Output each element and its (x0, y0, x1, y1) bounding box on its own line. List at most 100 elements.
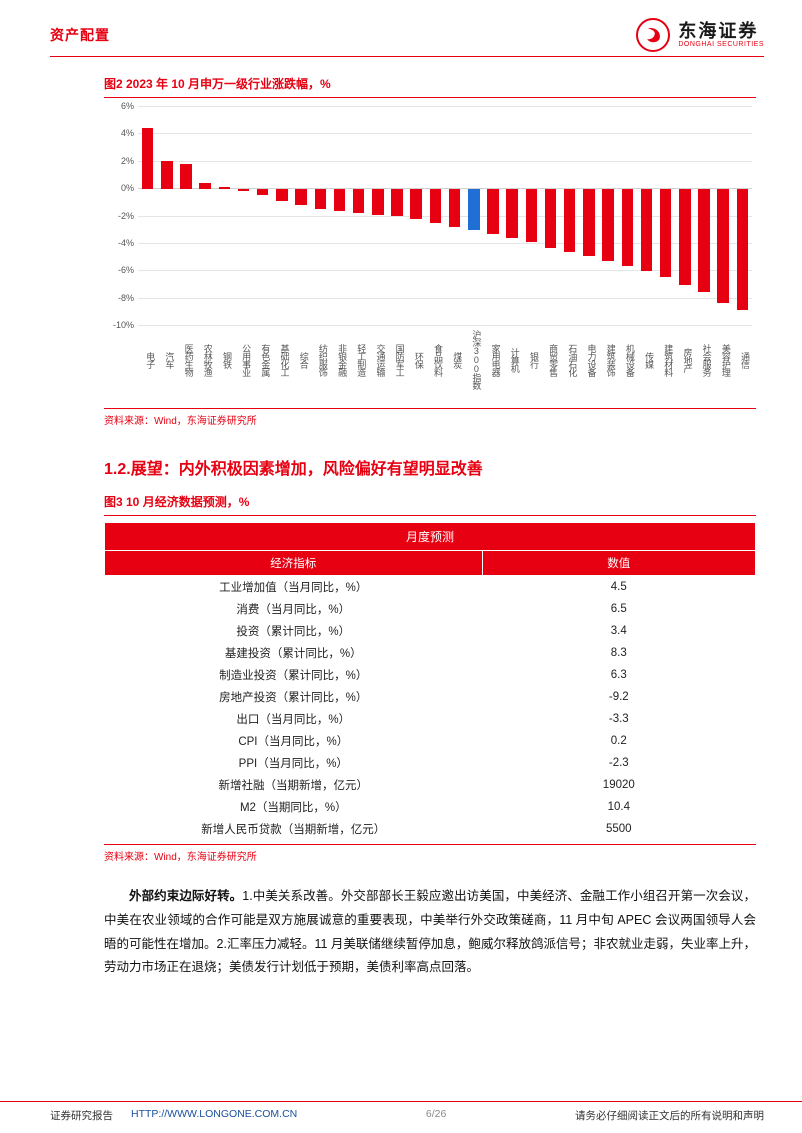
x-axis-label: 美容护理 (714, 330, 733, 389)
table-cell: -3.3 (482, 708, 755, 730)
outlook-paragraph: 外部约束边际好转。1.中美关系改善。外交部部长王毅应邀出访美国，中美经济、金融工… (104, 885, 756, 980)
x-axis-label: 农林牧渔 (196, 330, 215, 389)
x-axis-label: 社会服务 (694, 330, 713, 389)
bar (583, 189, 595, 256)
table-cell: 19020 (482, 774, 755, 796)
bar (564, 189, 576, 252)
table-cell: 10.4 (482, 796, 755, 818)
y-axis-tick: -6% (108, 265, 134, 275)
x-axis-label: 商贸零售 (541, 330, 560, 389)
table-cell: CPI（当月同比，%） (105, 730, 483, 752)
table-cell: 基建投资（累计同比，%） (105, 642, 483, 664)
footer-report-label: 证券研究报告 (50, 1108, 113, 1123)
table-row: 消费（当月同比，%）6.5 (105, 598, 756, 620)
table-row: CPI（当月同比，%）0.2 (105, 730, 756, 752)
x-axis-label: 石油石化 (560, 330, 579, 389)
table-cell: 8.3 (482, 642, 755, 664)
y-axis-tick: 0% (108, 183, 134, 193)
table-row: 新增人民币贷款（当期新增，亿元）5500 (105, 818, 756, 840)
footer-link[interactable]: HTTP://WWW.LONGONE.COM.CN (131, 1108, 297, 1123)
bar (545, 189, 557, 248)
brand-name-cn: 东海证券 (678, 22, 764, 42)
x-axis-label: 建筑装饰 (599, 330, 618, 389)
page-header: 资产配置 东海证券 DONGHAI SECURITIES (50, 18, 764, 57)
bar (622, 189, 634, 266)
table-row: 基建投资（累计同比，%）8.3 (105, 642, 756, 664)
bar (199, 183, 211, 189)
bar (526, 189, 538, 243)
table-cell: 新增人民币贷款（当期新增，亿元） (105, 818, 483, 840)
x-axis-label: 医药生物 (176, 330, 195, 389)
x-axis-label: 房地产 (675, 330, 694, 389)
y-axis-tick: -4% (108, 238, 134, 248)
table-cell: 新增社融（当期新增，亿元） (105, 774, 483, 796)
table-cell: 5500 (482, 818, 755, 840)
table-row: 新增社融（当期新增，亿元）19020 (105, 774, 756, 796)
table-row: 制造业投资（累计同比，%）6.3 (105, 664, 756, 686)
table-row: M2（当期同比，%）10.4 (105, 796, 756, 818)
bar (391, 189, 403, 217)
table-row: PPI（当月同比，%）-2.3 (105, 752, 756, 774)
table-cell: -2.3 (482, 752, 755, 774)
x-axis-label: 基础化工 (272, 330, 291, 389)
figure3-source: 资料来源：Wind，东海证券研究所 (104, 844, 756, 863)
x-axis-label: 非银金融 (330, 330, 349, 389)
table-row: 房地产投资（累计同比，%）-9.2 (105, 686, 756, 708)
x-axis-label: 电力设备 (579, 330, 598, 389)
table-cell: 工业增加值（当月同比，%） (105, 576, 483, 599)
figure2-source: 资料来源：Wind，东海证券研究所 (104, 408, 756, 427)
paragraph-lead: 外部约束边际好转。 (129, 889, 242, 903)
x-axis-label: 轻工制造 (349, 330, 368, 389)
brand-name-en: DONGHAI SECURITIES (678, 41, 764, 48)
bar (180, 164, 192, 189)
x-axis-label: 食品饮料 (426, 330, 445, 389)
bar (257, 189, 269, 196)
table-cell: 消费（当月同比，%） (105, 598, 483, 620)
x-axis-label: 电子 (138, 330, 157, 389)
table-row: 工业增加值（当月同比，%）4.5 (105, 576, 756, 599)
x-axis-label: 有色金属 (253, 330, 272, 389)
y-axis-tick: -10% (108, 320, 134, 330)
x-axis-label: 家用电器 (483, 330, 502, 389)
bar (142, 128, 154, 189)
bar (295, 189, 307, 206)
footer-disclaimer: 请务必仔细阅读正文后的所有说明和声明 (575, 1108, 764, 1123)
bar (449, 189, 461, 228)
brand-logo-icon (636, 18, 670, 52)
table-row: 出口（当月同比，%）-3.3 (105, 708, 756, 730)
x-axis-label: 通信 (733, 330, 752, 389)
bar (679, 189, 691, 285)
bar (468, 189, 480, 230)
bar (161, 161, 173, 189)
table-cell: 6.5 (482, 598, 755, 620)
table-cell: PPI（当月同比，%） (105, 752, 483, 774)
x-axis-label: 煤炭 (445, 330, 464, 389)
bar (737, 189, 749, 310)
x-axis-label: 银行 (522, 330, 541, 389)
page-footer: 证券研究报告 HTTP://WWW.LONGONE.COM.CN 6/26 请务… (0, 1101, 802, 1133)
bar (372, 189, 384, 215)
figure2-title: 图2 2023 年 10 月申万一级行业涨跌幅，% (104, 75, 756, 98)
table-cell: 出口（当月同比，%） (105, 708, 483, 730)
x-axis-label: 国防军工 (387, 330, 406, 389)
bar (353, 189, 365, 214)
bar (698, 189, 710, 292)
table-cell: 6.3 (482, 664, 755, 686)
y-axis-tick: 4% (108, 128, 134, 138)
table-cell: 3.4 (482, 620, 755, 642)
x-axis-label: 机械设备 (618, 330, 637, 389)
figure3-title: 图3 10 月经济数据预测，% (104, 493, 756, 516)
forecast-table: 月度预测 经济指标 数值 工业增加值（当月同比，%）4.5消费（当月同比，%）6… (104, 522, 756, 840)
bar (238, 189, 250, 192)
table-col-indicator: 经济指标 (105, 551, 483, 576)
y-axis-tick: 6% (108, 101, 134, 111)
table-col-value: 数值 (482, 551, 755, 576)
table-cell: 房地产投资（累计同比，%） (105, 686, 483, 708)
industry-return-bar-chart: 6%4%2%0%-2%-4%-6%-8%-10% 电子汽车医药生物农林牧渔钢铁公… (108, 104, 756, 404)
x-axis-label: 纺织服饰 (311, 330, 330, 389)
table-cell: 4.5 (482, 576, 755, 599)
y-axis-tick: -8% (108, 293, 134, 303)
table-cell: M2（当期同比，%） (105, 796, 483, 818)
bar (315, 189, 327, 210)
x-axis-label: 综合 (292, 330, 311, 389)
